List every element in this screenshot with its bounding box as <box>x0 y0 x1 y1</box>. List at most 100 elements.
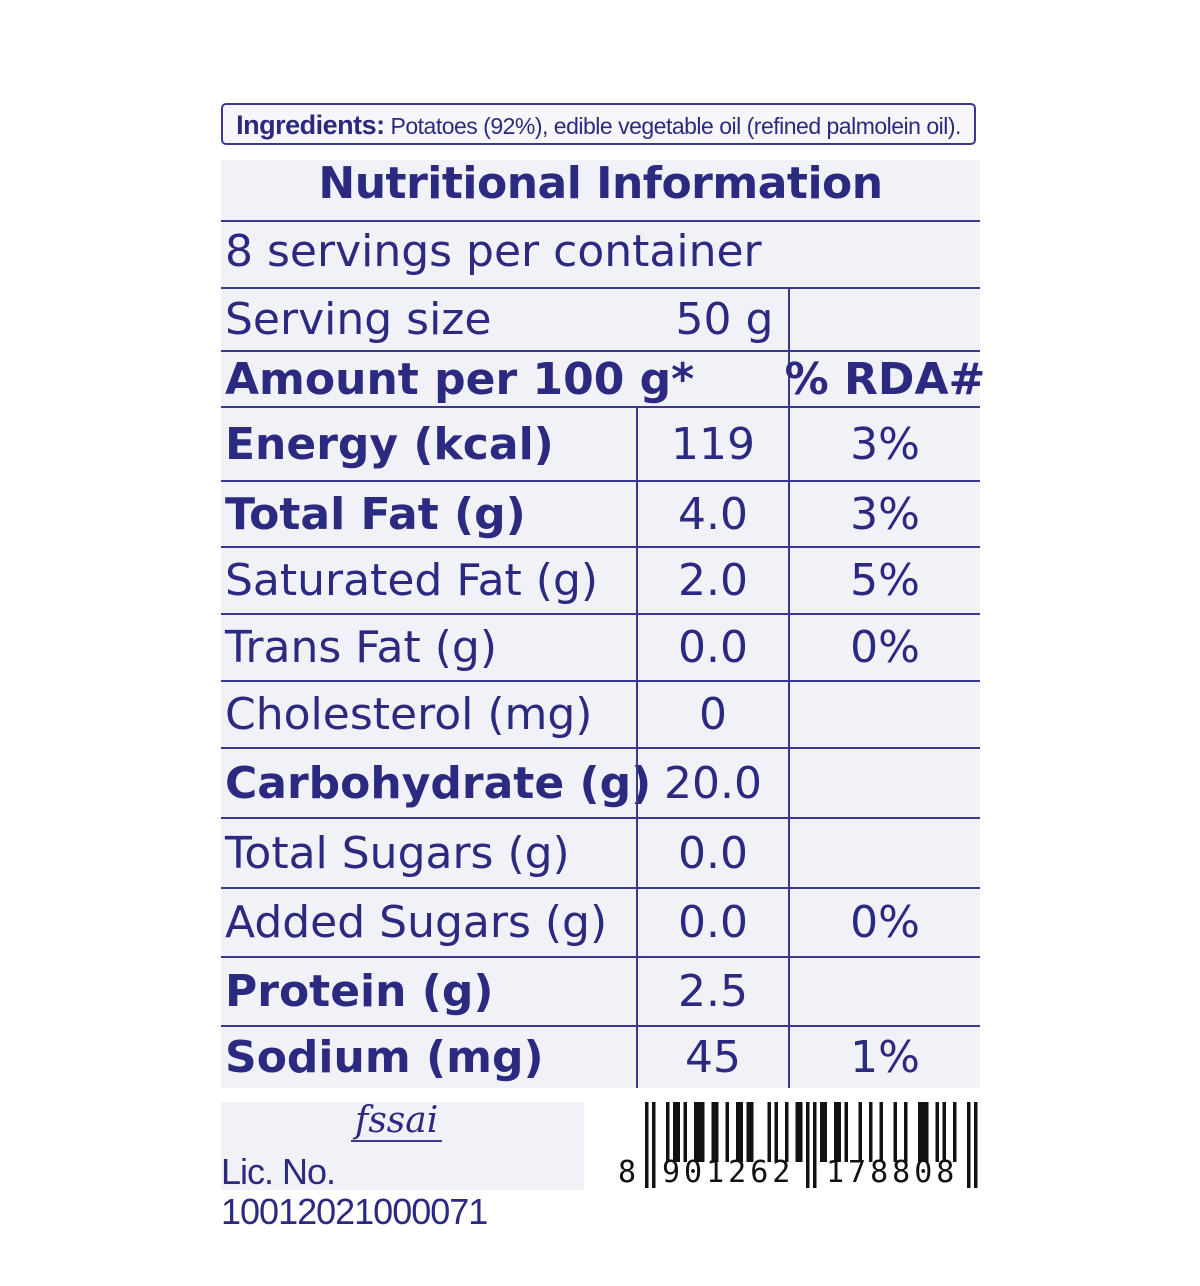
nutrient-rda <box>788 749 980 817</box>
nutrient-name: Added Sugars (g) <box>225 897 608 948</box>
nutrient-value: 2.5 <box>636 958 788 1025</box>
nutrient-name: Saturated Fat (g) <box>225 555 599 606</box>
barcode-bar <box>697 1102 701 1162</box>
nutrient-rda: 1% <box>788 1027 980 1088</box>
nutrient-row: Protein (g) 2.5 <box>221 958 980 1027</box>
ingredients-label: Ingredients: <box>236 110 385 140</box>
nutrition-table: Nutritional Information 8 servings per c… <box>221 160 986 1088</box>
rda-header: % RDA# <box>784 352 986 406</box>
barcode-bar <box>652 1102 656 1188</box>
barcode-bar <box>953 1102 957 1162</box>
ingredients-box: Ingredients: Potatoes (92%), edible vege… <box>221 103 976 145</box>
amount-header: Amount per 100 g* <box>225 353 695 405</box>
barcode-bar <box>739 1102 743 1162</box>
fssai-block: fssai Lic. No. 10012021000071 <box>221 1102 584 1232</box>
barcode-bar <box>673 1102 677 1162</box>
nutrient-rda: 3% <box>788 482 980 546</box>
barcode-bars <box>645 1102 978 1188</box>
nutrient-row: Trans Fat (g) 0.0 0% <box>221 615 980 682</box>
servings-per-container: 8 servings per container <box>221 222 980 289</box>
barcode-bar <box>942 1102 946 1162</box>
barcode-bar <box>736 1102 740 1162</box>
barcode-bar <box>725 1102 729 1162</box>
barcode-bar <box>904 1102 908 1162</box>
barcode-bar <box>893 1102 897 1162</box>
barcode-bar <box>799 1102 803 1162</box>
barcode-first-digit: 8 <box>618 1155 641 1190</box>
barcode-bar <box>676 1102 680 1162</box>
barcode-bar <box>767 1102 771 1162</box>
nutrient-row: Total Sugars (g) 0.0 <box>221 819 980 889</box>
barcode-bar <box>645 1102 649 1188</box>
nutrient-rda: 5% <box>788 548 980 613</box>
nutrient-name: Total Fat (g) <box>225 488 526 540</box>
barcode-bar <box>683 1102 687 1162</box>
nutrient-name: Protein (g) <box>225 966 494 1017</box>
barcode-bar <box>750 1102 754 1162</box>
barcode-bar <box>918 1102 922 1162</box>
nutrient-value: 0.0 <box>636 615 788 680</box>
barcode-bar <box>834 1102 838 1162</box>
barcode-left-digits: 901262 <box>662 1155 795 1190</box>
barcode-bar <box>869 1102 873 1162</box>
serving-size-row: Serving size 50 g <box>221 289 980 352</box>
nutrient-rda: 0% <box>788 615 980 680</box>
barcode-right-digits: 178808 <box>826 1155 959 1190</box>
nutrient-row: Total Fat (g) 4.0 3% <box>221 482 980 548</box>
nutrient-name: Carbohydrate (g) <box>225 757 652 809</box>
serving-size-value: 50 g <box>675 294 774 345</box>
barcode-bar <box>844 1102 848 1162</box>
barcode-bar <box>858 1102 862 1162</box>
barcode-bar <box>774 1102 778 1162</box>
empty-cell <box>788 289 980 350</box>
nutrient-rda: 0% <box>788 889 980 956</box>
barcode-bar <box>967 1102 971 1188</box>
nutrient-rda <box>788 682 980 747</box>
nutrient-name: Trans Fat (g) <box>225 622 497 673</box>
header-row: Amount per 100 g* % RDA# <box>221 352 986 408</box>
barcode-bar <box>837 1102 841 1162</box>
barcode-bar <box>785 1102 789 1162</box>
nutrient-value: 0.0 <box>636 889 788 956</box>
barcode-bar <box>921 1102 925 1162</box>
serving-size-label: Serving size <box>225 294 492 345</box>
nutrient-row: Added Sugars (g) 0.0 0% <box>221 889 980 958</box>
barcode: 8 901262 178808 <box>616 1102 980 1190</box>
ingredients-text: Potatoes (92%), edible vegetable oil (re… <box>384 113 961 139</box>
barcode-bar <box>935 1102 939 1162</box>
nutrient-value: 20.0 <box>636 749 788 817</box>
barcode-bar <box>820 1102 824 1162</box>
barcode-bar <box>666 1102 670 1162</box>
barcode-bar <box>925 1102 929 1162</box>
nutrient-value: 4.0 <box>636 482 788 546</box>
barcode-bar <box>813 1102 817 1188</box>
nutrient-value: 119 <box>636 408 788 480</box>
nutrient-value: 45 <box>636 1027 788 1088</box>
nutrient-row: Sodium (mg) 45 1% <box>221 1027 980 1088</box>
nutrient-value: 0 <box>636 682 788 747</box>
fssai-logo: fssai <box>351 1102 443 1142</box>
barcode-bar <box>694 1102 698 1162</box>
nutrient-name: Energy (kcal) <box>225 418 554 470</box>
barcode-bar <box>823 1102 827 1162</box>
table-title: Nutritional Information <box>221 160 980 222</box>
nutrient-value: 2.0 <box>636 548 788 613</box>
nutrient-name: Total Sugars (g) <box>225 827 570 879</box>
barcode-bar <box>974 1102 978 1188</box>
nutrient-name: Cholesterol (mg) <box>225 689 593 740</box>
barcode-bar <box>701 1102 705 1162</box>
barcode-bar <box>711 1102 715 1162</box>
license-number: Lic. No. 10012021000071 <box>221 1151 488 1232</box>
nutrient-row: Carbohydrate (g) 20.0 <box>221 749 980 819</box>
nutrient-rda: 3% <box>788 408 980 480</box>
barcode-bar <box>795 1102 799 1162</box>
barcode-bar <box>806 1102 810 1188</box>
barcode-bar <box>879 1102 883 1162</box>
barcode-bar <box>746 1102 750 1162</box>
nutrient-name: Sodium (mg) <box>225 1032 544 1083</box>
nutrient-row: Saturated Fat (g) 2.0 5% <box>221 548 980 615</box>
nutrient-rda <box>788 958 980 1025</box>
barcode-bar <box>715 1102 719 1162</box>
nutrient-rda <box>788 819 980 887</box>
nutrient-row: Energy (kcal) 119 3% <box>221 408 980 482</box>
